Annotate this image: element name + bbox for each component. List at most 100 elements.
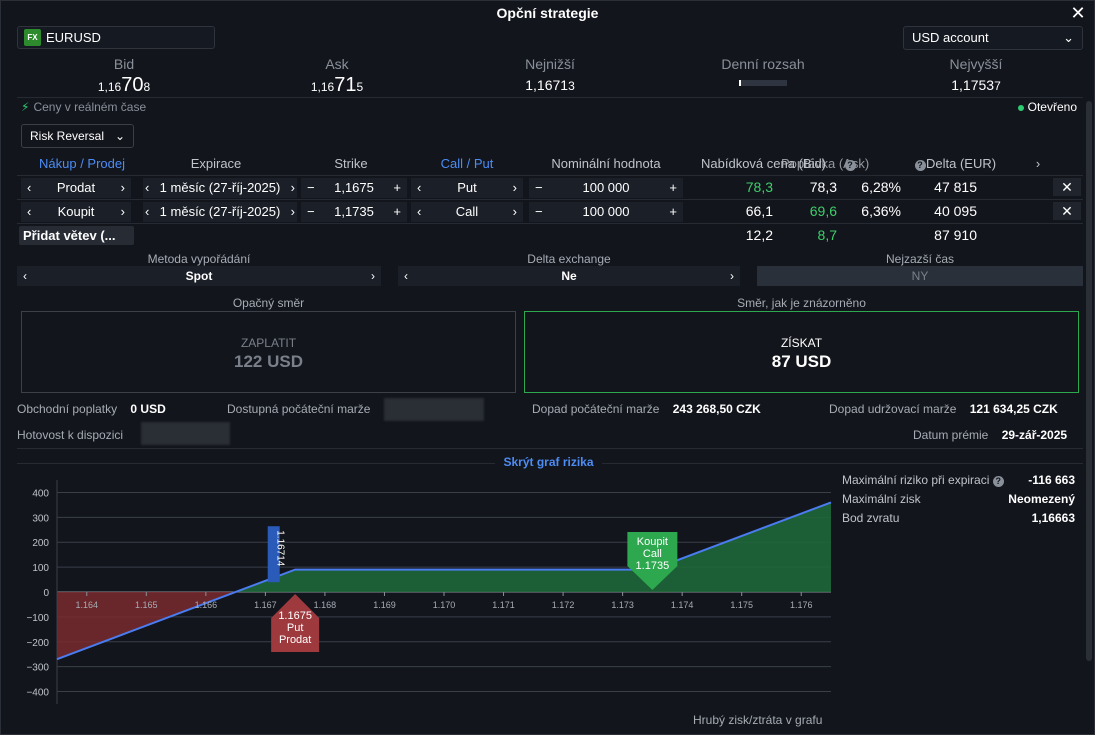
leg-vol: 6,36% <box>861 203 901 219</box>
chevron-left-icon[interactable]: ‹ <box>417 180 422 195</box>
chevron-right-icon[interactable]: › <box>290 180 295 195</box>
minus-icon[interactable]: − <box>307 180 315 195</box>
chevron-right-icon[interactable]: › <box>512 180 517 195</box>
chevron-down-icon: ⌄ <box>1063 30 1074 45</box>
high-post: 7 <box>994 79 1001 93</box>
chevron-right-icon[interactable]: › <box>120 204 125 219</box>
symbol-name: EURUSD <box>46 30 101 45</box>
realtime-text: Ceny v reálném čase <box>33 100 147 114</box>
max-risk-info: Maximální riziko při expiraci ? -116 663 <box>842 473 1075 487</box>
chevron-right-icon[interactable]: › <box>290 204 295 219</box>
header-call-put[interactable]: Call / Put <box>440 156 494 171</box>
notional-stepper[interactable]: − 100 000 + <box>529 178 683 198</box>
chevron-left-icon[interactable]: ‹ <box>417 204 422 219</box>
info-icon: ? <box>913 156 927 171</box>
expiry-stepper[interactable]: ‹ 1 měsíc (27-říj-2025) › <box>143 202 297 222</box>
chevron-left-icon[interactable]: ‹ <box>145 180 150 195</box>
delta-exchange-stepper[interactable]: ‹ Ne › <box>398 266 740 286</box>
payoff-line <box>56 501 832 661</box>
expiry-stepper[interactable]: ‹ 1 měsíc (27-říj-2025) › <box>143 178 297 198</box>
plus-icon[interactable]: + <box>393 180 401 195</box>
range-bar <box>739 80 787 86</box>
bid-big: 70 <box>121 74 144 96</box>
close-icon[interactable]: ✕ <box>1070 3 1086 23</box>
divider <box>17 448 1083 449</box>
leg-ask[interactable]: 69,6 <box>809 203 837 219</box>
premium-date-info: Datum prémie 29-zář-2025 <box>913 428 1068 442</box>
strike-stepper[interactable]: − 1,1735 + <box>301 202 407 222</box>
side-stepper[interactable]: ‹ Koupit › <box>21 202 131 222</box>
maint-margin-value: 121 634,25 CZK <box>969 402 1058 416</box>
profit-area <box>235 502 832 592</box>
minus-icon[interactable]: − <box>307 204 315 219</box>
leg-row: ‹ Prodat › ‹ 1 měsíc (27-říj-2025) › − 1,1675… <box>17 175 1083 199</box>
chevron-right-icon[interactable]: › <box>730 269 734 283</box>
y-tick-label: −100 <box>26 613 49 624</box>
range-label: Denní rozsah <box>721 56 805 72</box>
chevron-left-icon[interactable]: ‹ <box>27 204 32 219</box>
hide-risk-graph-button[interactable]: Skrýt graf rizika <box>1 455 1095 469</box>
put-marker-label: Put <box>287 622 304 634</box>
x-tick-label: 1.168 <box>314 600 337 610</box>
remove-leg-icon[interactable]: ✕ <box>1053 178 1081 196</box>
chevron-left-icon[interactable]: ‹ <box>145 204 150 219</box>
strategy-select[interactable]: Risk Reversal ⌄ <box>21 124 134 148</box>
header-expiry: Expirace <box>190 156 242 171</box>
divider <box>17 97 1083 98</box>
totals-row: 12,2 8,7 87 910 <box>17 223 1083 247</box>
header-delta: Delta (EUR) <box>926 156 997 171</box>
header-buy-sell[interactable]: Nákup / Prodej <box>39 156 125 171</box>
receive-button[interactable]: ZÍSKAT 87 USD <box>524 311 1079 393</box>
remove-leg-icon[interactable]: ✕ <box>1053 202 1081 220</box>
add-leg-button[interactable]: Přidat větev (... <box>19 226 134 245</box>
pay-button[interactable]: ZAPLATIT 122 USD <box>21 311 516 393</box>
x-tick-label: 1.166 <box>195 600 218 610</box>
leg-bid[interactable]: 78,3 <box>745 179 773 195</box>
side-value: Prodat <box>56 180 96 195</box>
scrollbar[interactable] <box>1086 101 1092 661</box>
chevron-left-icon[interactable]: ‹ <box>23 269 27 283</box>
minus-icon[interactable]: − <box>535 204 543 219</box>
info-icon[interactable]: ? <box>992 476 1004 487</box>
x-tick-label: 1.173 <box>611 600 634 610</box>
spot-marker <box>267 526 280 583</box>
plus-icon[interactable]: + <box>669 180 677 195</box>
x-tick-label: 1.172 <box>552 600 575 610</box>
side-value: Koupit <box>57 204 95 219</box>
fees-info: Obchodní poplatky 0 USD <box>17 402 166 416</box>
settlement-stepper[interactable]: ‹ Spot › <box>17 266 381 286</box>
quote-ask: Ask 1,16715 <box>257 56 417 97</box>
symbol-selector[interactable]: FX EURUSD <box>17 26 215 49</box>
put-marker-label: Prodat <box>279 634 311 646</box>
redacted-value <box>141 422 230 445</box>
chevron-right-icon[interactable]: › <box>120 180 125 195</box>
strike-value: 1,1675 <box>334 180 374 195</box>
window-title: Opční strategie <box>496 5 599 21</box>
chevron-left-icon[interactable]: ‹ <box>404 269 408 283</box>
type-stepper[interactable]: ‹ Put › <box>411 178 523 198</box>
chevron-right-icon[interactable]: › <box>512 204 517 219</box>
chevron-right-icon[interactable]: › <box>371 269 375 283</box>
strike-value: 1,1735 <box>334 204 374 219</box>
strike-stepper[interactable]: − 1,1675 + <box>301 178 407 198</box>
chevron-right-icon[interactable]: › <box>1035 156 1041 171</box>
chevron-left-icon[interactable]: ‹ <box>27 180 32 195</box>
pay-label: ZAPLATIT <box>240 336 297 350</box>
fx-icon: FX <box>24 29 41 46</box>
leg-ask[interactable]: 78,3 <box>809 179 837 195</box>
account-select[interactable]: USD account ⌄ <box>903 26 1083 50</box>
max-profit-value: Neomezený <box>1008 492 1075 506</box>
y-tick-label: 200 <box>32 538 49 549</box>
account-value: USD account <box>912 30 989 45</box>
type-stepper[interactable]: ‹ Call › <box>411 202 523 222</box>
plus-icon[interactable]: + <box>669 204 677 219</box>
notional-stepper[interactable]: − 100 000 + <box>529 202 683 222</box>
side-stepper[interactable]: ‹ Prodat › <box>21 178 131 198</box>
minus-icon[interactable]: − <box>535 180 543 195</box>
leg-bid[interactable]: 66,1 <box>745 203 773 219</box>
bid-pre: 1,16 <box>97 80 122 94</box>
loss-area <box>57 592 236 660</box>
breakeven-value: 1,16663 <box>1031 511 1075 525</box>
x-tick-label: 1.164 <box>76 600 99 610</box>
plus-icon[interactable]: + <box>393 204 401 219</box>
